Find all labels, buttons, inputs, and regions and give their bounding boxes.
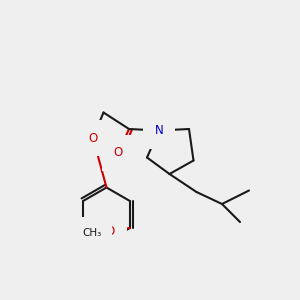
Text: O: O: [88, 131, 98, 145]
Text: O: O: [106, 224, 115, 238]
Text: O: O: [114, 146, 123, 160]
Text: N: N: [154, 124, 164, 137]
Text: CH₃: CH₃: [83, 227, 102, 238]
